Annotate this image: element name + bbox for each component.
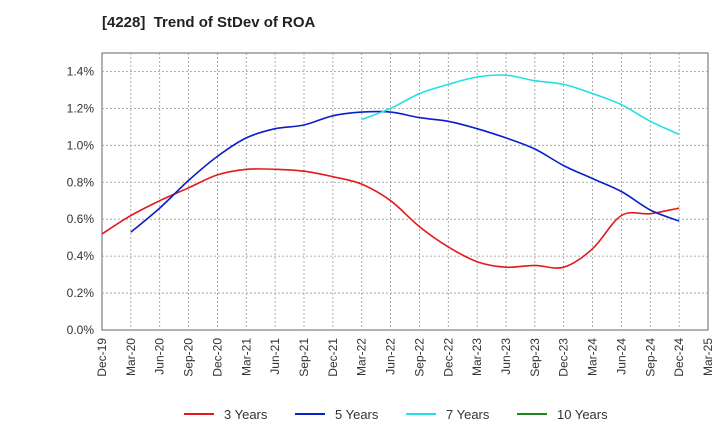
x-tick-label: Mar-24 — [586, 338, 600, 376]
x-tick-label: Dec-19 — [95, 338, 109, 377]
x-tick-label: Sep-21 — [297, 338, 311, 377]
x-tick-label: Jun-23 — [499, 338, 513, 375]
x-tick-label: Sep-24 — [643, 338, 657, 377]
x-tick-label: Dec-23 — [557, 338, 571, 377]
x-tick-label: Sep-20 — [182, 338, 196, 377]
x-tick-label: Jun-21 — [268, 338, 282, 375]
x-tick-label: Jun-20 — [153, 338, 167, 375]
y-tick-label: 0.4% — [67, 249, 95, 263]
x-tick-label: Mar-25 — [701, 338, 715, 376]
legend-label-5-years: 5 Years — [335, 407, 379, 422]
x-tick-label: Dec-20 — [210, 338, 224, 377]
series-layer — [101, 74, 680, 269]
legend-label-3-years: 3 Years — [224, 407, 268, 422]
x-tick-label: Mar-21 — [239, 338, 253, 376]
y-tick-label: 1.2% — [67, 101, 95, 115]
legend-label-10-years: 10 Years — [557, 407, 608, 422]
series-line-3-years — [101, 168, 680, 269]
y-tick-label: 0.0% — [67, 323, 95, 337]
y-tick-label: 1.4% — [67, 64, 95, 78]
x-tick-label: Dec-21 — [326, 338, 340, 377]
y-tick-label: 0.2% — [67, 286, 95, 300]
x-tick-label: Mar-22 — [355, 338, 369, 376]
y-tick-label: 1.0% — [67, 138, 95, 152]
plot-frame — [101, 52, 709, 331]
x-tick-label: Mar-23 — [470, 338, 484, 376]
x-tick-label: Mar-20 — [124, 338, 138, 376]
x-tick-label: Sep-23 — [528, 338, 542, 377]
axis-layer: 0.0% 0.2% 0.4% 0.6% 0.8% 1.0% 1.2% 1.4% Dec-19 Ma… — [67, 64, 715, 376]
series-line-7-years — [361, 74, 680, 136]
grid-layer — [101, 52, 709, 331]
x-tick-label: Dec-22 — [441, 338, 455, 377]
legend: 3 Years 5 Years 7 Years 10 Years — [184, 407, 608, 422]
y-tick-label: 0.6% — [67, 212, 95, 226]
y-tick-label: 0.8% — [67, 175, 95, 189]
x-tick-label: Jun-24 — [614, 338, 628, 375]
series-line-5-years — [130, 110, 680, 233]
x-tick-label: Dec-24 — [672, 338, 686, 377]
legend-label-7-years: 7 Years — [446, 407, 490, 422]
x-tick-label: Sep-22 — [412, 338, 426, 377]
chart-title: [4228] Trend of StDev of ROA — [102, 14, 316, 31]
x-tick-label: Jun-22 — [384, 338, 398, 375]
